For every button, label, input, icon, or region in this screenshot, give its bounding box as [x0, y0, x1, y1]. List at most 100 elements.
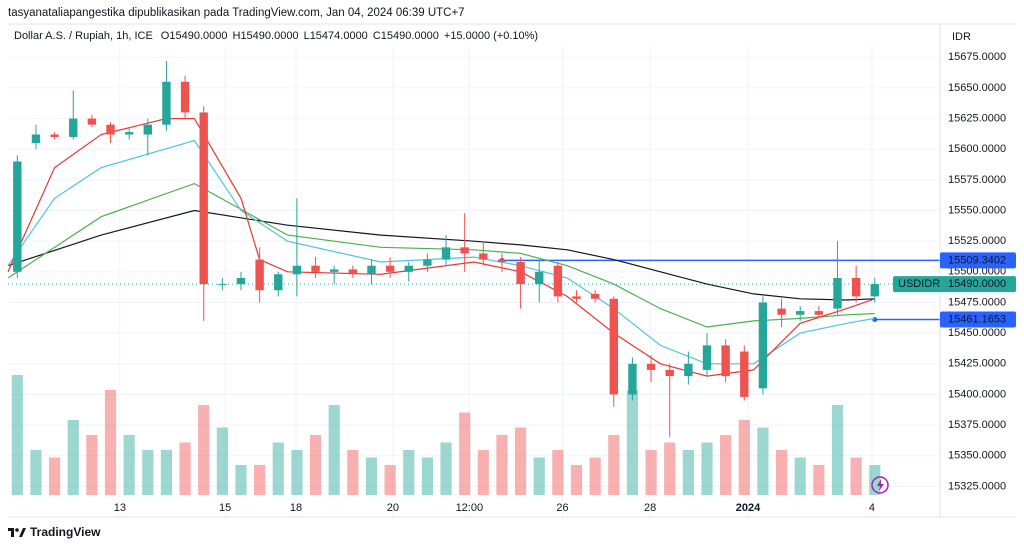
candle-body: [69, 118, 78, 137]
brand-logo: [8, 528, 26, 537]
y-tick-label: 15375.0000: [948, 419, 1006, 431]
x-tick-label: 26: [556, 502, 568, 514]
candle-body: [124, 132, 134, 135]
y-tick-label: 15350.0000: [948, 450, 1006, 462]
candle-body: [460, 247, 469, 254]
candle-body: [590, 293, 600, 299]
y-tick-label: 15525.0000: [948, 235, 1006, 247]
y-tick-label: 15425.0000: [948, 358, 1006, 370]
volume-bar: [254, 465, 266, 495]
volume-bar: [794, 457, 806, 495]
candle-body: [870, 284, 879, 297]
price-line-label-bg: [940, 311, 1016, 328]
volume-bar: [440, 442, 452, 495]
candle-body: [87, 118, 97, 125]
alert-bolt: [877, 479, 884, 491]
y-tick-label: 15600.0000: [948, 143, 1006, 155]
candle-body: [516, 262, 525, 285]
volume-bar: [570, 465, 583, 495]
ohlc-key: C: [373, 30, 381, 42]
last-price-label: 15490.0000: [948, 278, 1006, 290]
last-price-label-bg: [893, 276, 1016, 293]
candle-body: [777, 308, 786, 315]
candle-body: [404, 265, 413, 272]
volume-bar: [589, 457, 601, 495]
y-tick-label: 15650.0000: [948, 82, 1006, 94]
brand-name: TradingView: [30, 525, 101, 539]
candle-body: [31, 134, 41, 144]
price-line-label-bg: [940, 252, 1016, 269]
ohlc-value: 15474.0000: [310, 30, 368, 42]
volume-bar: [49, 457, 61, 495]
candle-body: [255, 259, 264, 291]
ohlc-value: 15490.0000: [240, 30, 298, 42]
moving-average-line: [7, 182, 875, 328]
volume-bar: [664, 442, 676, 495]
candle-body: [758, 302, 768, 389]
candle-body: [535, 271, 544, 285]
symbol-legend: Dollar A.S. / Rupiah, 1h, ICE O 15490.0000…: [14, 30, 538, 42]
volume-bar: [757, 427, 769, 495]
moving-average-line: [7, 209, 875, 301]
x-tick-label: 18: [290, 502, 302, 514]
ohlc-key: O: [161, 30, 170, 42]
candle-body: [236, 277, 246, 285]
candle-body: [50, 134, 59, 137]
volume-bar: [272, 442, 284, 495]
alert-icon[interactable]: [871, 476, 889, 494]
volume-bar: [365, 457, 378, 495]
candle-body: [13, 161, 22, 272]
x-tick-label: 2024: [736, 502, 761, 514]
volume-bar: [198, 405, 210, 495]
candle-body: [628, 363, 637, 395]
volume-bar: [11, 375, 23, 495]
volume-bar: [384, 465, 396, 495]
volume-bar: [645, 450, 657, 495]
x-tick-label: 28: [644, 502, 656, 514]
volume-bar: [701, 442, 713, 495]
candle-body: [833, 277, 842, 309]
candle-body: [385, 265, 395, 272]
y-tick-label: 15325.0000: [948, 480, 1006, 492]
candle-body: [851, 277, 861, 297]
x-tick-label: 15: [219, 502, 231, 514]
candle-body: [162, 81, 171, 125]
candle-body: [609, 298, 618, 395]
volume-bar: [813, 465, 825, 495]
volume-bar: [235, 465, 247, 495]
candle-body: [143, 124, 152, 135]
candle-body: [367, 265, 376, 275]
candle-body: [553, 265, 563, 297]
volume-bar: [160, 450, 173, 495]
volume-bar: [682, 450, 694, 495]
volume-bar: [104, 390, 117, 495]
y-tick-label: 15550.0000: [948, 204, 1006, 216]
y-tick-label: 15500.0000: [948, 266, 1006, 278]
volume-bar: [86, 435, 98, 495]
change-value: +15.0000 (+0.10%): [444, 30, 538, 42]
x-tick-label: 13: [114, 502, 126, 514]
candle-body: [330, 269, 339, 272]
volume-bar: [626, 390, 639, 495]
price-line-handle: [872, 316, 878, 322]
candle-body: [740, 351, 749, 397]
candle-body: [497, 259, 507, 263]
y-tick-label: 15575.0000: [948, 174, 1006, 186]
candle-body: [311, 265, 320, 272]
candle-body: [702, 345, 712, 370]
plot-area: [7, 45, 940, 517]
candle-body: [180, 81, 190, 113]
last-price-name: USDIDR: [898, 278, 940, 290]
volume-bar: [67, 420, 79, 495]
volume-bar: [477, 450, 489, 495]
volume-bar: [831, 405, 844, 495]
y-tick-label: 15675.0000: [948, 51, 1006, 63]
ohlc-value: 15490.0000: [169, 30, 227, 42]
volume-bar: [216, 427, 228, 495]
volume-bar: [850, 457, 862, 495]
candle-body: [814, 311, 824, 315]
x-tick-label: 12:00: [456, 502, 484, 514]
ohlc-key: L: [304, 30, 310, 42]
